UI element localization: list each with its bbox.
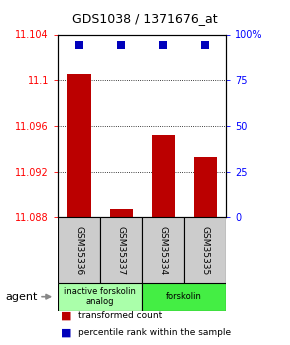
- Bar: [100, 217, 142, 283]
- Text: GDS1038 / 1371676_at: GDS1038 / 1371676_at: [72, 12, 218, 25]
- Bar: [142, 217, 184, 283]
- Bar: [58, 283, 142, 310]
- Text: inactive forskolin
analog: inactive forskolin analog: [64, 287, 136, 306]
- Text: ■: ■: [61, 327, 71, 337]
- Point: [203, 43, 208, 48]
- Point: [77, 43, 81, 48]
- Bar: [68, 75, 90, 217]
- Point: [119, 43, 124, 48]
- Bar: [58, 217, 100, 283]
- Text: GSM35336: GSM35336: [75, 226, 84, 275]
- Point: [161, 43, 165, 48]
- Bar: [194, 157, 217, 217]
- Bar: [110, 209, 133, 217]
- Text: percentile rank within the sample: percentile rank within the sample: [78, 328, 231, 337]
- Text: agent: agent: [6, 292, 38, 302]
- Text: GSM35337: GSM35337: [117, 226, 126, 275]
- Text: transformed count: transformed count: [78, 311, 163, 320]
- Text: GSM35335: GSM35335: [201, 226, 210, 275]
- Bar: [142, 283, 226, 310]
- Bar: [184, 217, 226, 283]
- Bar: [152, 135, 175, 217]
- Text: ■: ■: [61, 311, 71, 321]
- Text: forskolin: forskolin: [166, 292, 202, 301]
- Text: GSM35334: GSM35334: [159, 226, 168, 275]
